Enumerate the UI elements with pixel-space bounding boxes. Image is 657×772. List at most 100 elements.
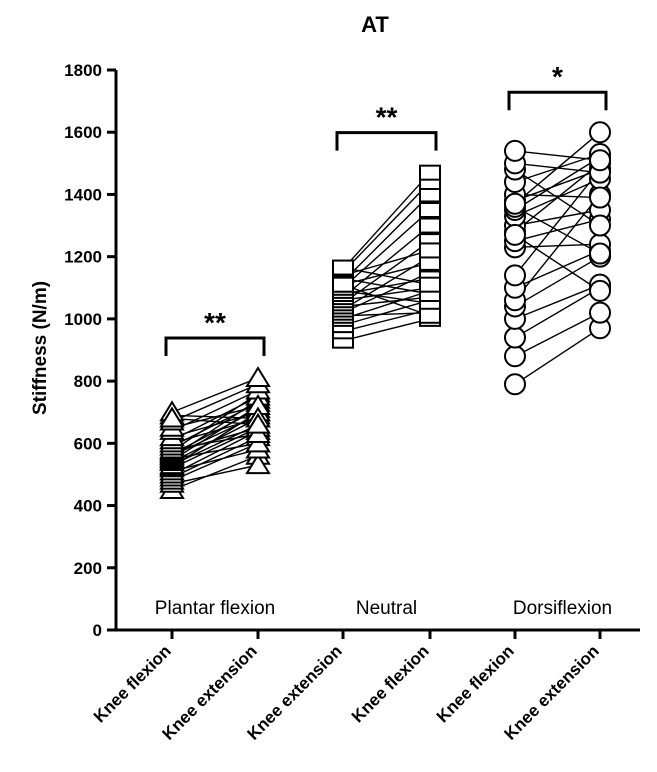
data-point (245, 453, 271, 475)
significance-bracket (164, 336, 266, 356)
pair-line (342, 318, 431, 342)
x-tick-label: Knee flexion (433, 641, 518, 726)
pair-line (514, 284, 601, 320)
group-label: Neutral (356, 598, 417, 619)
x-tick-label: Knee flexion (348, 641, 433, 726)
pair-line (342, 311, 431, 317)
pair-line (342, 299, 431, 326)
pair-line (514, 193, 601, 199)
data-series (159, 121, 611, 499)
data-point (419, 307, 441, 324)
pair-line (342, 271, 431, 314)
pair-line (514, 234, 601, 292)
pair-line (342, 181, 431, 273)
data-point (332, 259, 354, 276)
y-tick-label: 600 (74, 434, 102, 453)
group-label: Dorsiflexion (513, 598, 612, 619)
data-point (589, 121, 611, 144)
data-point (504, 139, 526, 162)
pair-line (342, 290, 431, 320)
chart-title: AT (361, 12, 389, 37)
pair-line (514, 327, 601, 385)
data-point (589, 149, 611, 172)
data-point (504, 223, 526, 246)
y-tick-label: 400 (74, 497, 102, 516)
data-point (419, 164, 441, 181)
pair-line (514, 169, 601, 276)
y-tick-label: 800 (74, 372, 102, 391)
y-tick-label: 0 (93, 621, 102, 640)
data-point (419, 276, 441, 293)
pair-line (171, 377, 259, 413)
pair-line (342, 266, 431, 286)
pair-line (171, 427, 259, 469)
pair-line (342, 284, 431, 317)
pair-line (514, 206, 601, 255)
pair-line (171, 414, 259, 420)
pair-line (342, 225, 431, 298)
data-point (504, 192, 526, 215)
pair-line (171, 427, 259, 454)
data-point (589, 214, 611, 237)
y-tick-label: 1200 (64, 248, 102, 267)
pair-line (171, 417, 259, 426)
group-label: Plantar flexion (155, 598, 275, 619)
y-tick-label: 1600 (64, 123, 102, 142)
data-point (589, 301, 611, 324)
data-point (332, 276, 354, 293)
pair-line (514, 131, 601, 205)
pair-line (514, 156, 601, 211)
group-square-series (332, 164, 441, 349)
y-tick-label: 200 (74, 559, 102, 578)
pair-line (171, 433, 259, 451)
data-point (589, 279, 611, 302)
pair-line (171, 442, 259, 460)
significance-annotations: Plantar flexion ** Neutral ** Dorsiflexion * (155, 61, 612, 619)
pair-line (171, 417, 259, 445)
pair-line (171, 448, 259, 473)
data-point (245, 412, 271, 434)
pair-line (342, 287, 431, 301)
group-triangle-series (159, 366, 271, 499)
pair-line (342, 256, 431, 311)
pair-line (514, 243, 601, 249)
pair-line (514, 312, 601, 357)
pair-line (171, 455, 259, 491)
axes: 0 200 400 600 800 1000 1200 1400 1600 1800 Knee fl… (64, 61, 640, 744)
pair-line (514, 209, 601, 227)
group-circle-series (504, 121, 611, 396)
data-point (504, 264, 526, 287)
pair-line (342, 209, 431, 289)
pair-line (342, 296, 431, 308)
data-point (504, 373, 526, 396)
pair-line (342, 290, 431, 305)
data-point (245, 366, 271, 387)
pair-line (342, 172, 431, 270)
pair-line (514, 150, 601, 161)
significance-marker: ** (204, 307, 226, 338)
x-tick-label: Knee flexion (90, 641, 175, 726)
significance-bracket (335, 131, 438, 151)
data-point (589, 242, 611, 265)
pair-line (342, 193, 431, 283)
pair-line (514, 287, 601, 339)
significance-marker: ** (376, 102, 398, 133)
significance-bracket (507, 90, 608, 111)
pair-line (171, 442, 259, 482)
y-tick-label: 1000 (64, 310, 102, 329)
data-point (419, 202, 441, 218)
pair-line (171, 464, 259, 485)
pair-line (171, 405, 259, 462)
data-point (504, 345, 526, 368)
pair-line (342, 277, 431, 295)
data-point (159, 406, 185, 428)
pair-line (514, 168, 601, 227)
data-point (419, 217, 441, 234)
y-tick-label: 1400 (64, 185, 102, 204)
y-tick-label: 1800 (64, 61, 102, 80)
data-point (419, 242, 441, 259)
data-point (504, 326, 526, 349)
pair-line (171, 411, 259, 438)
y-axis-label: Stiffness (N/m) (30, 281, 51, 415)
